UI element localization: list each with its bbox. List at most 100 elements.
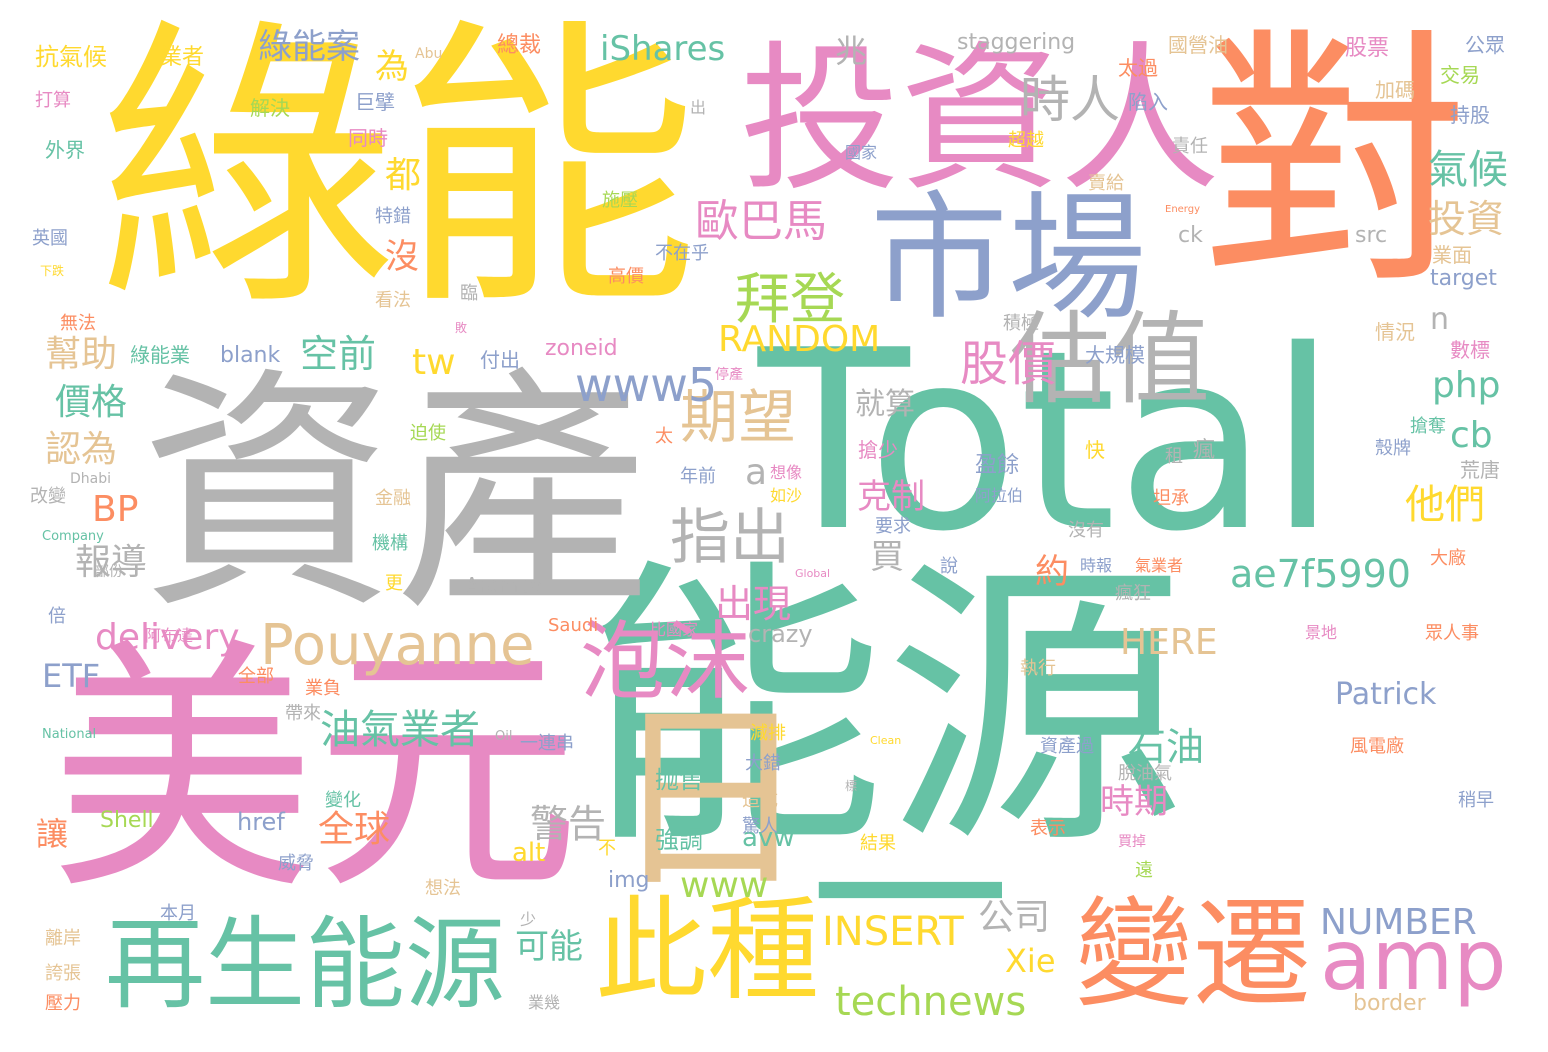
word: 報導	[75, 542, 148, 583]
word: 強調	[655, 826, 703, 854]
word: 業面	[1432, 243, 1472, 267]
word: 時報	[1080, 556, 1113, 575]
word: 能源	[585, 535, 1185, 884]
word: 國家	[845, 143, 878, 162]
word: 機構	[372, 533, 408, 554]
word: 特錯	[375, 206, 411, 227]
word: 結果	[860, 833, 896, 854]
word: 綠能案	[258, 27, 360, 67]
word: www	[680, 865, 769, 906]
word: 全球	[318, 809, 391, 850]
word: 業負	[305, 678, 341, 699]
word: 景地	[1305, 623, 1338, 642]
word: 對	[1200, 5, 1470, 320]
word: National	[42, 727, 97, 742]
word: 改變	[30, 486, 66, 507]
word: 稍早	[1458, 790, 1494, 811]
word: 部份	[95, 564, 123, 580]
word: 幫助	[45, 334, 118, 375]
word: 出現	[715, 582, 792, 626]
word: 不在乎	[655, 243, 709, 264]
word: 空前	[300, 332, 377, 376]
word: 沒	[385, 237, 419, 277]
word: 抗氣候	[35, 43, 107, 71]
word: zoneid	[545, 336, 618, 361]
word: 少	[520, 910, 537, 929]
word: 全部	[238, 666, 274, 687]
word: 打算	[35, 90, 71, 111]
word: 更	[385, 573, 403, 594]
word: 國營油	[1168, 33, 1228, 57]
word: 同時	[348, 126, 388, 150]
word: 買	[870, 537, 904, 577]
word: 太	[655, 426, 673, 447]
word: delivery	[95, 617, 240, 658]
word: 英國	[32, 228, 68, 249]
word: 說	[940, 556, 958, 577]
word: 投資	[1428, 197, 1505, 241]
word: 搶少	[858, 438, 898, 462]
word: 克制	[857, 477, 925, 517]
word: 大錯	[745, 753, 781, 774]
word: 金融	[375, 488, 411, 509]
word: www5	[575, 358, 718, 412]
word: 壓力	[45, 993, 81, 1014]
word: 就算	[855, 387, 915, 422]
word: a	[745, 452, 768, 493]
word: Global	[795, 567, 831, 580]
word: 離岸	[45, 928, 81, 949]
word: 表示	[1030, 818, 1066, 839]
word: 本月	[160, 903, 196, 924]
word: Shell	[100, 808, 154, 833]
word: 變遷	[1075, 885, 1312, 1023]
word: 臨	[460, 283, 478, 304]
word: 殼牌	[1375, 438, 1411, 459]
word: 帶來	[285, 703, 321, 724]
word: 綠能業	[130, 343, 190, 367]
word: href	[237, 808, 285, 836]
word: staggering	[957, 30, 1076, 55]
word: 為	[375, 47, 409, 87]
word: img	[608, 868, 650, 893]
word: 停產	[715, 367, 743, 383]
word: 交易	[1440, 63, 1480, 87]
word: 下跌	[40, 264, 65, 278]
word: 數標	[1450, 338, 1490, 362]
word: BP	[92, 489, 139, 530]
word: 油氣業者	[320, 707, 480, 753]
word: 比國家	[650, 620, 699, 639]
word: ck	[1178, 223, 1203, 248]
word: 荒唐	[1460, 458, 1500, 482]
word: src	[1355, 223, 1388, 248]
word: 加碼	[1375, 78, 1415, 102]
word: blank	[220, 343, 281, 368]
word: 如沙	[770, 486, 803, 505]
word: 大廠	[1430, 548, 1466, 569]
word: target	[1430, 266, 1497, 291]
word: 執行	[1020, 658, 1056, 679]
word: 搶奪	[1410, 416, 1446, 437]
word: NUMBER	[1320, 902, 1477, 943]
word: 買掉	[1118, 834, 1146, 850]
word: php	[1432, 365, 1501, 406]
word: 此種	[595, 886, 819, 1016]
word: 認為	[45, 429, 118, 470]
word: 綠能	[95, 0, 699, 346]
word: RANDOM	[718, 319, 881, 360]
word: 可能	[515, 927, 583, 967]
word: 年前	[680, 466, 716, 487]
word: 價格	[55, 382, 128, 423]
word: 迫使	[410, 423, 446, 444]
word: 再生能源	[105, 906, 505, 1023]
word: 瘋狂	[1115, 583, 1151, 604]
word: 估值	[1010, 301, 1210, 418]
word: 誇張	[45, 963, 81, 984]
word: 外界	[45, 138, 85, 162]
word: 投資人	[740, 26, 1221, 213]
word: 資產過	[1040, 736, 1094, 757]
word: cb	[1450, 415, 1493, 456]
word: 減排	[750, 723, 786, 744]
word: 想法	[425, 878, 461, 899]
word: 時人	[1020, 71, 1120, 129]
word: 時期	[1100, 782, 1168, 822]
